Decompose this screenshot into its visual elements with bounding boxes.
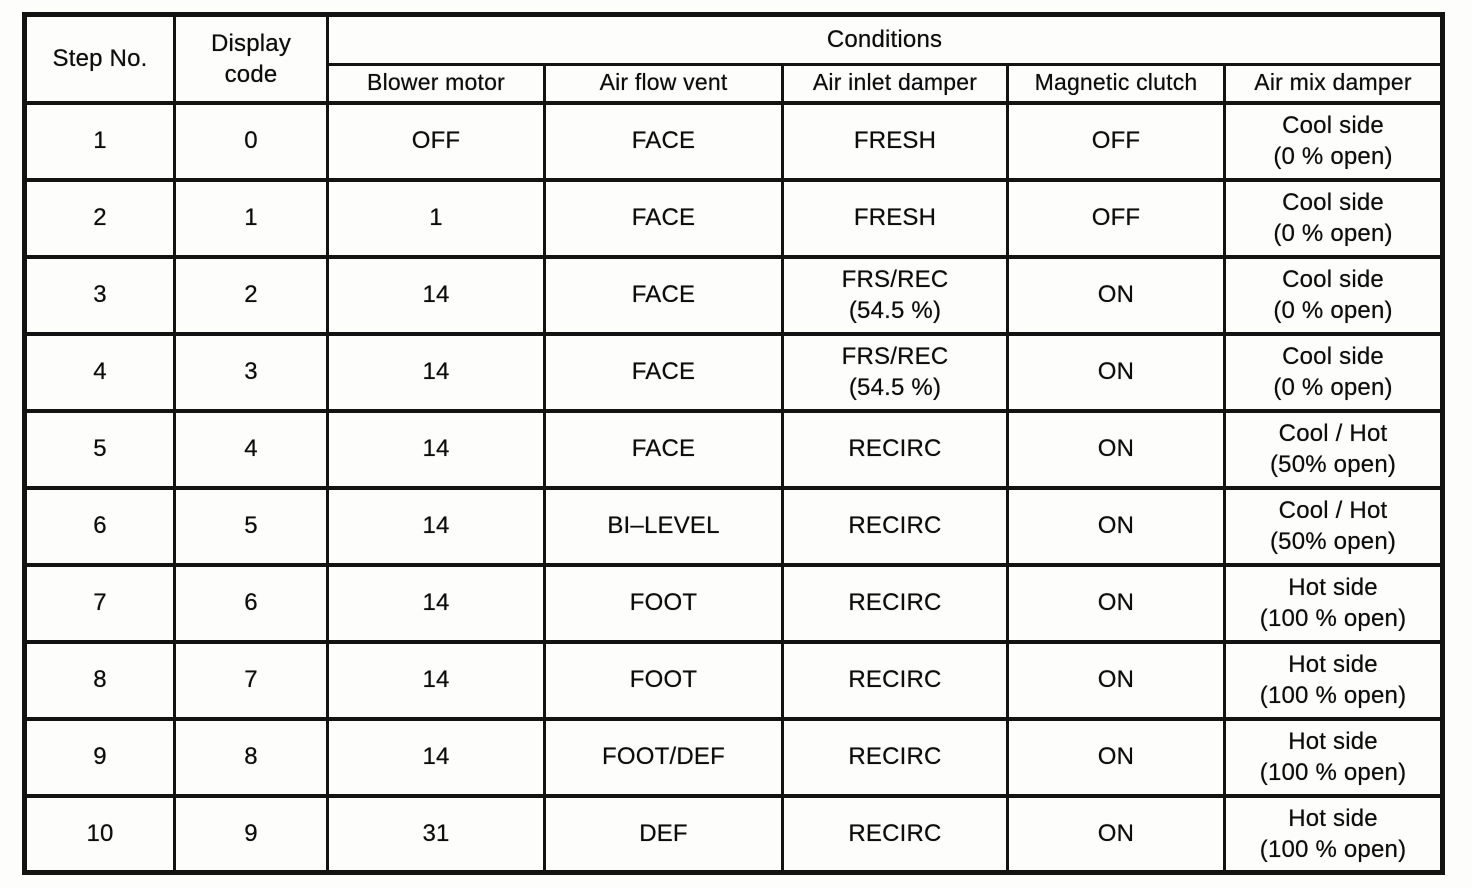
cell-blower-motor: 14	[326, 408, 546, 490]
cell-air-flow-vent: BI–LEVEL	[543, 485, 784, 567]
table-row: 6 5 14 BI–LEVEL RECIRC ON Cool / Hot (50…	[23, 485, 1445, 567]
cell-air-mix-damper: Cool / Hot (50% open)	[1222, 485, 1445, 567]
cell-step-no: 1	[23, 100, 176, 182]
cell-air-mix-damper: Hot side (100 % open)	[1222, 793, 1445, 875]
table-row: 9 8 14 FOOT/DEF RECIRC ON Hot side (100 …	[23, 716, 1445, 798]
cell-air-inlet-damper: FRESH	[781, 100, 1009, 182]
cell-air-mix-damper: Cool side (0 % open)	[1222, 100, 1445, 182]
cell-blower-motor: 14	[326, 562, 546, 644]
header-step-no: Step No.	[23, 12, 176, 105]
cell-magnetic-clutch: OFF	[1006, 177, 1226, 259]
cell-air-inlet-damper: RECIRC	[781, 562, 1009, 644]
cell-magnetic-clutch: ON	[1006, 408, 1226, 490]
cell-air-inlet-damper: RECIRC	[781, 716, 1009, 798]
cell-step-no: 7	[23, 562, 176, 644]
cell-step-no: 3	[23, 254, 176, 336]
cell-blower-motor: 31	[326, 793, 546, 875]
cell-air-inlet-damper: RECIRC	[781, 485, 1009, 567]
cell-display-code: 8	[173, 716, 329, 798]
header-air-inlet-damper: Air inlet damper	[781, 63, 1009, 105]
cell-magnetic-clutch: ON	[1006, 639, 1226, 721]
cell-display-code: 0	[173, 100, 329, 182]
header-magnetic-clutch: Magnetic clutch	[1006, 63, 1226, 105]
cell-display-code: 5	[173, 485, 329, 567]
cell-air-mix-damper: Cool side (0 % open)	[1222, 331, 1445, 413]
cell-magnetic-clutch: ON	[1006, 793, 1226, 875]
actuator-check-conditions-table: Step No. Display code Conditions Blower …	[22, 12, 1446, 875]
header-row-sub: Blower motor Air flow vent Air inlet dam…	[25, 63, 1445, 105]
cell-air-flow-vent: FACE	[543, 100, 784, 182]
cell-step-no: 2	[23, 177, 176, 259]
cell-display-code: 1	[173, 177, 329, 259]
cell-air-inlet-damper: RECIRC	[781, 408, 1009, 490]
cell-step-no: 5	[23, 408, 176, 490]
cell-blower-motor: 14	[326, 639, 546, 721]
header-row-top: Step No. Display code Conditions	[23, 12, 1445, 105]
cell-step-no: 10	[23, 793, 176, 875]
table-row: 4 3 14 FACE FRS/REC (54.5 %) ON Cool sid…	[23, 331, 1445, 413]
table-row: 8 7 14 FOOT RECIRC ON Hot side (100 % op…	[23, 639, 1445, 721]
cell-air-flow-vent: FACE	[543, 254, 784, 336]
table-row: 2 1 1 FACE FRESH OFF Cool side (0 % open…	[23, 177, 1445, 259]
cell-air-flow-vent: FACE	[543, 408, 784, 490]
cell-blower-motor: OFF	[326, 100, 546, 182]
cell-magnetic-clutch: ON	[1006, 716, 1226, 798]
cell-step-no: 8	[23, 639, 176, 721]
cell-air-mix-damper: Cool side (0 % open)	[1222, 254, 1445, 336]
cell-step-no: 4	[23, 331, 176, 413]
header-conditions: Conditions	[325, 12, 1445, 66]
cell-step-no: 9	[23, 716, 176, 798]
table-row: 10 9 31 DEF RECIRC ON Hot side (100 % op…	[23, 793, 1445, 875]
header-blower-motor: Blower motor	[326, 63, 546, 105]
cell-display-code: 4	[173, 408, 329, 490]
cell-air-flow-vent: FACE	[543, 177, 784, 259]
cell-air-mix-damper: Hot side (100 % open)	[1222, 639, 1445, 721]
cell-blower-motor: 14	[326, 485, 546, 567]
cell-air-flow-vent: FACE	[543, 331, 784, 413]
cell-air-mix-damper: Hot side (100 % open)	[1222, 716, 1445, 798]
cell-magnetic-clutch: OFF	[1006, 100, 1226, 182]
cell-display-code: 9	[173, 793, 329, 875]
cell-magnetic-clutch: ON	[1006, 485, 1226, 567]
cell-display-code: 3	[173, 331, 329, 413]
cell-air-flow-vent: FOOT	[543, 562, 784, 644]
cell-step-no: 6	[23, 485, 176, 567]
table-row: 5 4 14 FACE RECIRC ON Cool / Hot (50% op…	[23, 408, 1445, 490]
cell-magnetic-clutch: ON	[1006, 254, 1226, 336]
cell-display-code: 2	[173, 254, 329, 336]
cell-air-flow-vent: FOOT/DEF	[543, 716, 784, 798]
cell-blower-motor: 14	[326, 716, 546, 798]
cell-air-inlet-damper: FRS/REC (54.5 %)	[781, 331, 1009, 413]
header-air-mix-damper: Air mix damper	[1222, 63, 1445, 105]
table-row: 3 2 14 FACE FRS/REC (54.5 %) ON Cool sid…	[23, 254, 1445, 336]
cell-magnetic-clutch: ON	[1006, 331, 1226, 413]
cell-display-code: 6	[173, 562, 329, 644]
cell-air-flow-vent: FOOT	[543, 639, 784, 721]
header-display-code: Display code	[173, 12, 329, 105]
table-row: 1 0 OFF FACE FRESH OFF Cool side (0 % op…	[23, 100, 1445, 182]
cell-blower-motor: 1	[326, 177, 546, 259]
cell-air-mix-damper: Cool / Hot (50% open)	[1222, 408, 1445, 490]
cell-air-flow-vent: DEF	[543, 793, 784, 875]
cell-magnetic-clutch: ON	[1006, 562, 1226, 644]
cell-display-code: 7	[173, 639, 329, 721]
cell-air-inlet-damper: RECIRC	[781, 793, 1009, 875]
header-air-flow-vent: Air flow vent	[543, 63, 784, 105]
table-row: 7 6 14 FOOT RECIRC ON Hot side (100 % op…	[23, 562, 1445, 644]
cell-air-inlet-damper: FRESH	[781, 177, 1009, 259]
cell-air-mix-damper: Cool side (0 % open)	[1222, 177, 1445, 259]
cell-blower-motor: 14	[326, 254, 546, 336]
cell-air-mix-damper: Hot side (100 % open)	[1222, 562, 1445, 644]
cell-air-inlet-damper: RECIRC	[781, 639, 1009, 721]
cell-air-inlet-damper: FRS/REC (54.5 %)	[781, 254, 1009, 336]
cell-blower-motor: 14	[326, 331, 546, 413]
